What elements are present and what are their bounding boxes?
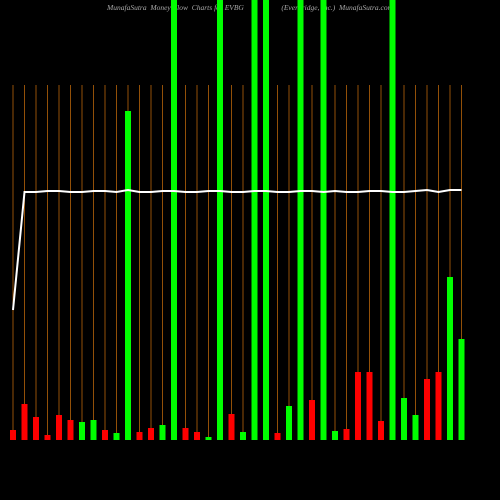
bar bbox=[21, 404, 28, 440]
bar bbox=[44, 435, 51, 440]
bar bbox=[389, 0, 396, 440]
bar bbox=[67, 420, 74, 440]
bar bbox=[286, 406, 292, 440]
bar bbox=[171, 0, 177, 440]
bar bbox=[263, 0, 269, 440]
bar bbox=[309, 400, 315, 440]
bar bbox=[217, 0, 223, 440]
bar bbox=[251, 0, 258, 440]
money-flow-line bbox=[12, 188, 462, 311]
bar bbox=[148, 428, 154, 440]
bar bbox=[343, 429, 350, 440]
bar bbox=[102, 430, 108, 440]
bar bbox=[332, 431, 338, 440]
bar bbox=[113, 433, 120, 440]
bar bbox=[435, 372, 442, 440]
bar bbox=[297, 0, 304, 440]
bar bbox=[274, 433, 281, 440]
bar bbox=[90, 420, 97, 440]
bar bbox=[159, 425, 166, 440]
bar bbox=[447, 277, 453, 440]
bar bbox=[240, 432, 246, 440]
bar bbox=[10, 430, 16, 440]
bar bbox=[424, 379, 430, 440]
bar bbox=[182, 428, 189, 440]
bar bbox=[401, 398, 407, 440]
chart-title: MunafaSutra Money Flow Charts for EVBG (… bbox=[106, 3, 394, 12]
bar bbox=[79, 422, 85, 440]
bar bbox=[366, 372, 373, 440]
bar bbox=[194, 432, 200, 440]
bar bbox=[378, 421, 384, 440]
bar bbox=[458, 339, 465, 440]
bar bbox=[228, 414, 235, 440]
bar bbox=[412, 415, 419, 440]
bar bbox=[56, 415, 62, 440]
bar bbox=[205, 437, 212, 440]
bar bbox=[320, 0, 327, 440]
bar bbox=[125, 111, 131, 440]
bar bbox=[355, 372, 361, 440]
bar bbox=[136, 432, 143, 440]
bar bbox=[33, 417, 39, 440]
